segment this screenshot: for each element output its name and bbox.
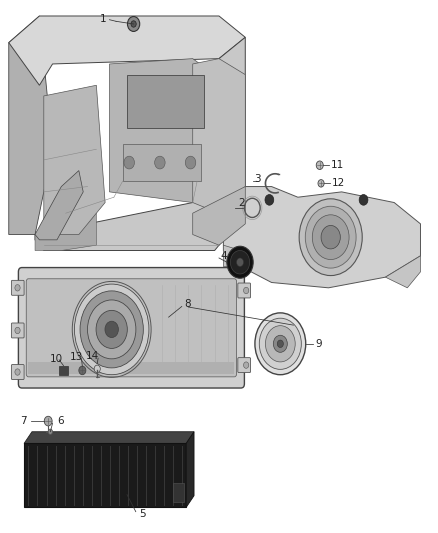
Polygon shape [9,16,245,85]
FancyBboxPatch shape [238,283,251,298]
Bar [59,366,68,375]
Text: 10: 10 [49,354,63,364]
Text: 5: 5 [139,510,146,519]
Polygon shape [35,213,96,251]
Text: 9: 9 [315,339,322,349]
Circle shape [44,416,52,426]
Circle shape [359,195,368,205]
FancyBboxPatch shape [11,280,24,295]
Circle shape [80,291,143,368]
Text: 7: 7 [21,416,27,426]
Circle shape [244,362,249,368]
Circle shape [48,429,53,434]
Circle shape [255,313,306,375]
Circle shape [74,284,149,375]
Text: 12: 12 [332,179,345,188]
Circle shape [105,321,118,337]
FancyBboxPatch shape [26,279,237,377]
Text: 2: 2 [239,198,245,207]
Text: 6: 6 [57,416,64,426]
Polygon shape [9,16,53,235]
Text: 4: 4 [220,251,227,261]
Circle shape [96,310,127,349]
FancyBboxPatch shape [11,323,24,338]
Polygon shape [35,37,245,251]
Bar [123,144,201,181]
Circle shape [265,195,274,205]
Text: 3: 3 [254,174,261,184]
Circle shape [230,251,250,274]
Circle shape [312,215,349,260]
Bar [28,362,234,374]
Circle shape [318,180,324,187]
Circle shape [127,17,140,31]
Text: 13: 13 [70,352,83,361]
Circle shape [88,300,136,359]
Circle shape [316,161,323,169]
Text: 11: 11 [331,160,344,170]
Text: 1: 1 [99,14,106,23]
Polygon shape [193,59,245,213]
Circle shape [244,287,249,294]
Text: 14: 14 [86,351,99,360]
Circle shape [259,318,301,369]
Polygon shape [44,85,105,235]
Circle shape [94,365,100,373]
Polygon shape [110,59,215,203]
Bar [173,483,184,502]
FancyBboxPatch shape [11,365,24,379]
Polygon shape [385,256,420,288]
Circle shape [277,340,283,348]
Circle shape [15,327,20,334]
Circle shape [299,199,362,276]
Polygon shape [186,432,194,507]
Circle shape [15,369,20,375]
Circle shape [321,225,340,249]
Polygon shape [223,187,420,288]
FancyBboxPatch shape [18,268,244,388]
Text: 8: 8 [184,299,191,309]
Circle shape [155,156,165,169]
Circle shape [185,156,196,169]
Circle shape [265,326,295,362]
Polygon shape [35,171,83,240]
Circle shape [131,21,136,27]
Circle shape [305,206,356,268]
Polygon shape [24,432,194,443]
Bar [127,75,204,128]
Polygon shape [193,187,245,245]
Polygon shape [223,245,241,266]
Circle shape [15,285,20,291]
Bar [24,443,186,507]
Circle shape [124,156,134,169]
Circle shape [237,258,244,266]
Circle shape [227,246,253,278]
FancyBboxPatch shape [238,358,251,373]
Circle shape [273,335,287,352]
Circle shape [79,366,86,375]
